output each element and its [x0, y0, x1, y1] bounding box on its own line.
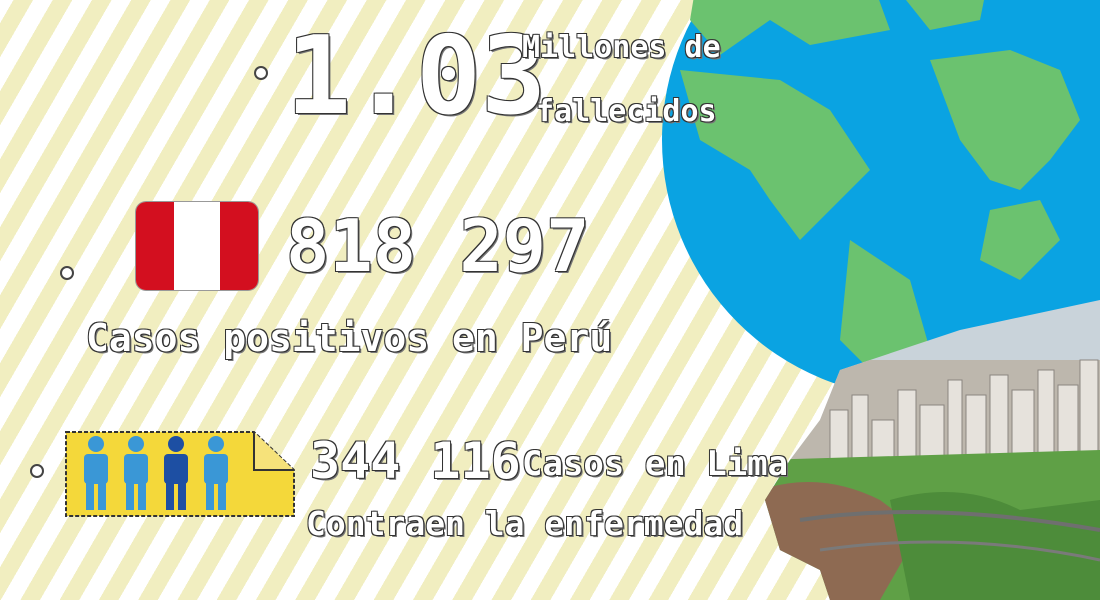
bullet-lima: [30, 464, 44, 478]
peru-cases-label: Casos positivos en Perú: [86, 316, 613, 360]
city-photo: [765, 300, 1100, 600]
world-deaths-label-line1: Millones de: [522, 30, 721, 65]
peru-flag-icon: [136, 202, 258, 290]
people-icon: [65, 431, 295, 517]
world-deaths-number: 1.03: [286, 14, 547, 139]
bullet-world: [254, 66, 268, 80]
lima-cases-label: Casos en Lima: [522, 444, 789, 484]
bullet-peru: [60, 266, 74, 280]
lima-cases-number: 344 116: [310, 432, 521, 490]
lima-cases-sub-label: Contraen la enfermedad: [306, 504, 744, 543]
world-deaths-label-line2: fallecidos: [536, 94, 717, 129]
globe-icon: [662, 0, 1100, 398]
peru-cases-number: 818 297: [286, 204, 590, 288]
